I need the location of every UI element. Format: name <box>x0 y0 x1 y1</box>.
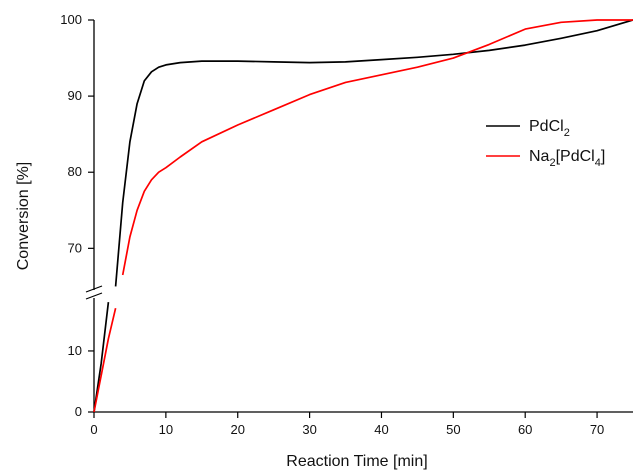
y-tick-label: 10 <box>68 343 82 358</box>
legend-label-pdcl2: PdCl2 <box>529 118 570 139</box>
axes <box>85 20 633 413</box>
axis-break-mark-bottom <box>85 292 103 300</box>
y-tick-label: 0 <box>75 404 82 419</box>
legend: PdCl2 Na2[PdCl4] <box>486 118 605 169</box>
x-tick-label: 0 <box>90 422 97 437</box>
x-tick-label: 70 <box>590 422 604 437</box>
series-line-0-upper <box>114 19 633 287</box>
x-tick-label: 20 <box>230 422 244 437</box>
x-tick-label: 50 <box>446 422 460 437</box>
y-axis-title: Conversion [%] <box>15 162 32 271</box>
series-lines <box>93 19 633 413</box>
y-ticks: 0 10 70 80 90 100 <box>60 12 94 419</box>
x-tick-label: 30 <box>302 422 316 437</box>
legend-label-na2pdcl4: Na2[PdCl4] <box>529 148 605 169</box>
x-tick-label: 60 <box>518 422 532 437</box>
x-ticks: 0 10 20 30 40 50 60 70 <box>90 412 604 437</box>
series-line-1-upper <box>121 19 633 276</box>
y-tick-label: 80 <box>68 164 82 179</box>
x-axis-title: Reaction Time [min] <box>286 453 427 470</box>
series-line-0-lower <box>93 302 110 413</box>
y-tick-label: 100 <box>60 12 82 27</box>
x-tick-label: 40 <box>374 422 388 437</box>
x-tick-label: 10 <box>159 422 173 437</box>
axis-break-mark-top <box>85 285 103 293</box>
y-tick-label: 90 <box>68 88 82 103</box>
series-line-1-lower <box>93 308 117 413</box>
y-tick-label: 70 <box>68 240 82 255</box>
